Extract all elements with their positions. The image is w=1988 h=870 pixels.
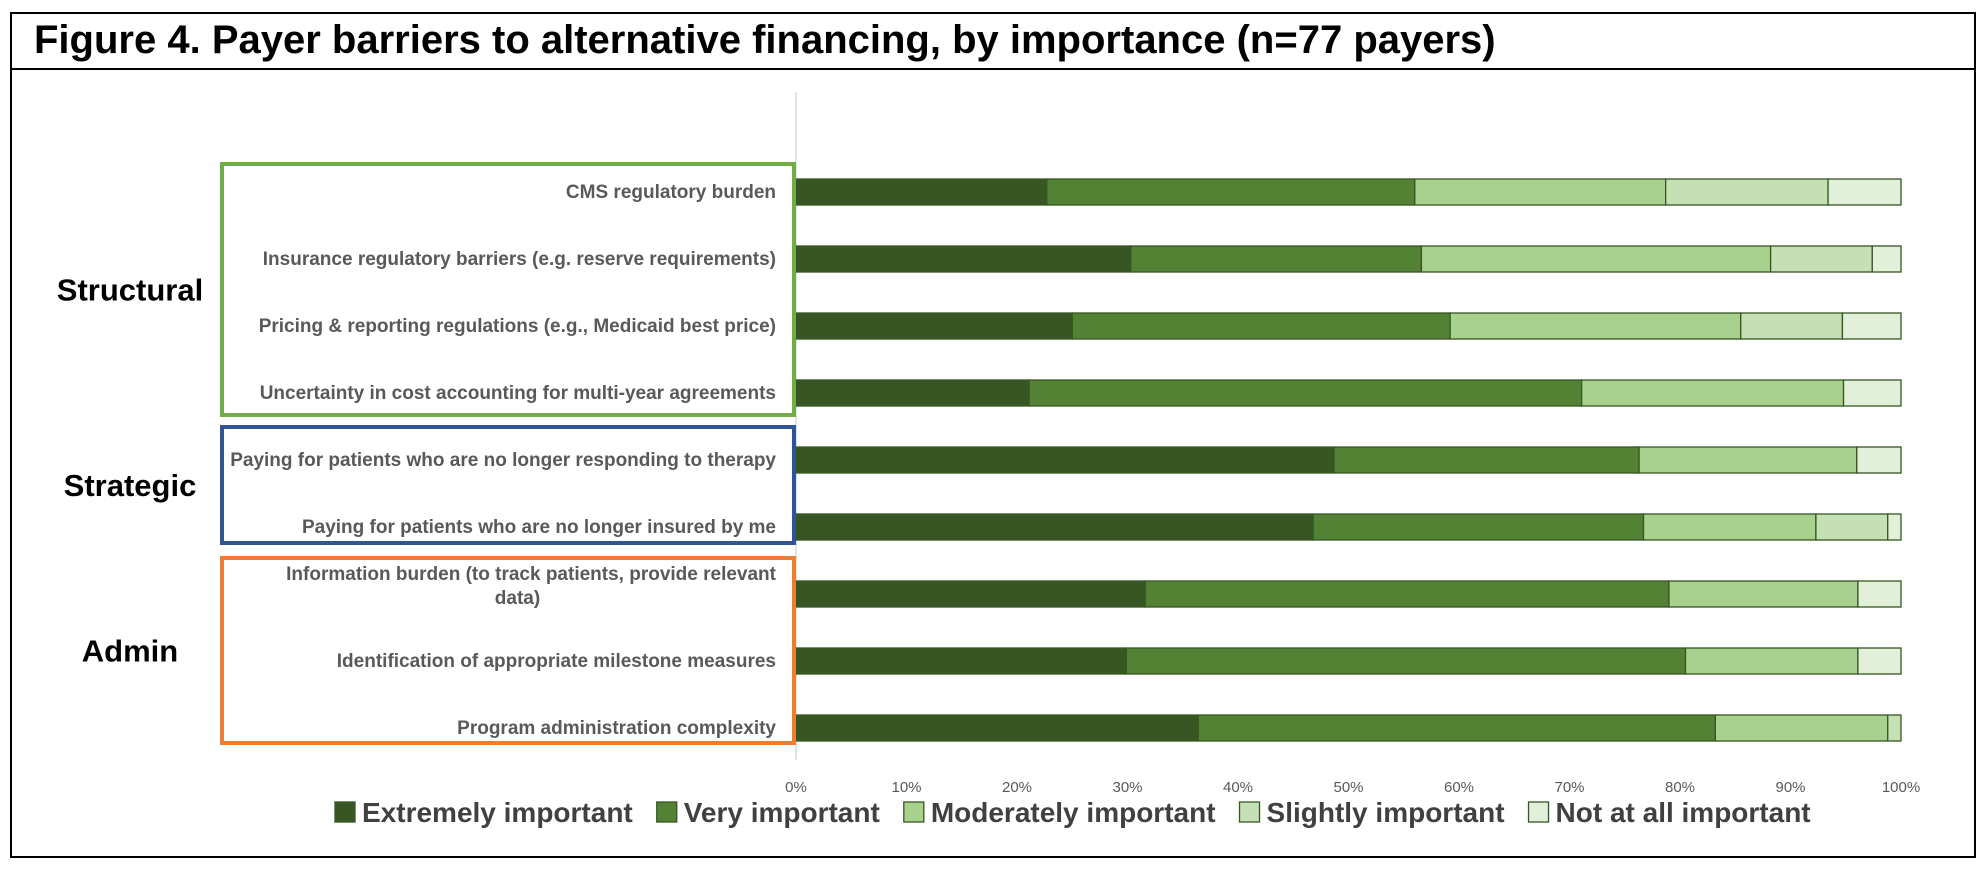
- x-tick-label: 60%: [1444, 779, 1474, 796]
- legend-label: Not at all important: [1556, 797, 1811, 828]
- title-bar: Figure 4. Payer barriers to alternative …: [12, 14, 1974, 70]
- bar-segment-slightly-important: [1815, 513, 1889, 541]
- x-tick-label: 20%: [1002, 779, 1032, 796]
- group-box-strategic: [220, 425, 796, 545]
- category-label: Paying for patients who are no longer in…: [302, 517, 776, 538]
- legend-swatch: [1527, 801, 1550, 823]
- bar-segment-moderately-important: [1581, 379, 1845, 407]
- bar-segment-very-important: [1125, 647, 1687, 675]
- bar-segment-very-important: [1046, 178, 1416, 206]
- bar-segment-extremely-important: [795, 178, 1048, 206]
- bar-segment-moderately-important: [1414, 178, 1667, 206]
- bar-segment-very-important: [1071, 312, 1451, 340]
- x-tick-label: 90%: [1775, 779, 1805, 796]
- x-tick-label: 30%: [1112, 779, 1142, 796]
- bar-segment-extremely-important: [795, 580, 1146, 608]
- category-label: data): [495, 588, 540, 609]
- bar-segment-very-important: [1028, 379, 1583, 407]
- bar-segment-moderately-important: [1420, 245, 1772, 273]
- bar-segment-moderately-important: [1642, 513, 1817, 541]
- bar-segment-extremely-important: [795, 446, 1335, 474]
- category-label: CMS regulatory burden: [566, 182, 776, 203]
- category-label: Identification of appropriate milestone …: [337, 651, 776, 672]
- bar-segment-not-at-all-important: [1871, 245, 1902, 273]
- bar-segment-extremely-important: [795, 245, 1132, 273]
- legend-swatch: [903, 801, 925, 823]
- bar-segment-moderately-important: [1684, 647, 1859, 675]
- x-tick-label: 50%: [1333, 779, 1363, 796]
- x-tick-label: 40%: [1223, 779, 1253, 796]
- group-label-structural: Structural: [57, 273, 203, 308]
- category-label: Information burden (to track patients, p…: [286, 564, 777, 585]
- bar-segment-moderately-important: [1714, 714, 1889, 742]
- legend-label: Moderately important: [931, 797, 1216, 828]
- legend-swatch: [334, 801, 356, 823]
- figure-frame: Figure 4. Payer barriers to alternative …: [10, 12, 1976, 858]
- x-tick-label: 10%: [891, 779, 921, 796]
- category-label: Paying for patients who are no longer re…: [230, 450, 776, 471]
- category-label: Uncertainty in cost accounting for multi…: [260, 383, 776, 404]
- category-label: Insurance regulatory barriers (e.g. rese…: [263, 249, 776, 270]
- bar-segment-not-at-all-important: [1841, 312, 1902, 340]
- bar-segment-very-important: [1312, 513, 1645, 541]
- bar-segment-moderately-important: [1449, 312, 1742, 340]
- bar-segment-extremely-important: [795, 714, 1199, 742]
- legend-swatch: [656, 801, 678, 823]
- bar-segment-slightly-important: [1769, 245, 1873, 273]
- bar-segment-extremely-important: [795, 379, 1030, 407]
- legend-label: Very important: [684, 797, 880, 828]
- bar-segment-slightly-important: [1740, 312, 1844, 340]
- x-tick-label: 0%: [785, 779, 807, 796]
- bar-segment-extremely-important: [795, 647, 1128, 675]
- bar-segment-moderately-important: [1668, 580, 1859, 608]
- group-box-admin: [220, 556, 796, 745]
- bar-segment-not-at-all-important: [1857, 647, 1902, 675]
- bar-segment-not-at-all-important: [1857, 580, 1902, 608]
- legend-label: Extremely important: [362, 797, 633, 828]
- legend-swatch: [1238, 801, 1261, 823]
- bar-segment-slightly-important: [1664, 178, 1829, 206]
- category-label: Program administration complexity: [457, 718, 776, 739]
- x-tick-label: 80%: [1665, 779, 1695, 796]
- bar-segment-not-at-all-important: [1856, 446, 1902, 474]
- x-tick-label: 70%: [1554, 779, 1584, 796]
- bar-segment-not-at-all-important: [1842, 379, 1902, 407]
- bar-segment-moderately-important: [1638, 446, 1858, 474]
- group-label-admin: Admin: [82, 634, 178, 669]
- figure-title: Figure 4. Payer barriers to alternative …: [34, 18, 1496, 62]
- bar-segment-not-at-all-important: [1887, 513, 1902, 541]
- bar-segment-extremely-important: [795, 312, 1073, 340]
- bar-segment-not-at-all-important: [1827, 178, 1902, 206]
- group-label-strategic: Strategic: [64, 468, 197, 503]
- bar-segment-very-important: [1130, 245, 1423, 273]
- bar-segment-very-important: [1197, 714, 1717, 742]
- bar-segment-very-important: [1144, 580, 1670, 608]
- category-label: Pricing & reporting regulations (e.g., M…: [259, 316, 776, 337]
- bar-segment-extremely-important: [795, 513, 1314, 541]
- group-box-structural: [220, 162, 796, 417]
- bar-segment-slightly-important: [1887, 714, 1902, 742]
- x-tick-label: 100%: [1882, 779, 1920, 796]
- bar-segment-very-important: [1333, 446, 1640, 474]
- legend-label: Slightly important: [1267, 797, 1505, 828]
